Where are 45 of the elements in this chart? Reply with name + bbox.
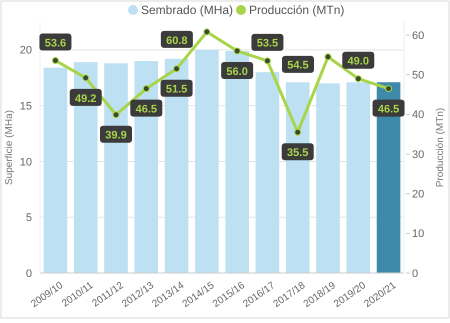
y2-tick-label: 20 (412, 188, 424, 201)
y2-tick-label: 30 (412, 148, 424, 161)
legend-label: Sembrado (MHa) (141, 3, 234, 18)
data-label: 60.8 (166, 34, 188, 47)
y2-tick-label: 10 (412, 228, 424, 240)
point (82, 74, 90, 82)
data-label: 49.2 (75, 92, 96, 105)
point (52, 56, 59, 64)
y2-tick-label: 0 (412, 268, 418, 280)
data-label: 46.5 (378, 103, 400, 116)
data-label: 51.5 (166, 84, 188, 96)
y2-tick-label: 50 (412, 70, 424, 82)
data-label: 35.5 (286, 147, 308, 160)
data-label: 53.5 (256, 38, 278, 50)
bar (256, 72, 280, 273)
y2-axis-title: Producción (MTn) (435, 108, 446, 188)
y-tick-label: 5 (26, 212, 32, 224)
y-axis-title: Superficie (MHa) (4, 110, 15, 186)
legend-label: Producción (MTn) (249, 3, 344, 18)
y-tick-label: 20 (20, 44, 32, 57)
bar (346, 82, 370, 273)
point (203, 28, 210, 36)
data-label: 54.5 (287, 60, 309, 72)
y2-tick-label: 40 (412, 109, 424, 122)
point (294, 128, 302, 136)
point (112, 111, 120, 118)
point (173, 65, 180, 72)
data-label: 56.0 (226, 66, 248, 78)
y-tick-label: 10 (20, 156, 32, 168)
data-label: 39.9 (105, 130, 127, 142)
bar (44, 68, 68, 273)
y-tick-label: 0 (26, 268, 32, 280)
point (385, 85, 392, 92)
point (264, 57, 271, 64)
point (324, 53, 332, 60)
point (142, 85, 150, 92)
bar (195, 50, 219, 273)
point (354, 75, 362, 82)
y2-tick-label: 60 (412, 30, 424, 42)
y-tick-label: 15 (20, 100, 32, 113)
data-label: 46.5 (136, 103, 158, 116)
data-label: 49.0 (348, 56, 369, 68)
data-label: 53.6 (44, 37, 66, 50)
point (234, 47, 241, 54)
bar (316, 83, 340, 273)
